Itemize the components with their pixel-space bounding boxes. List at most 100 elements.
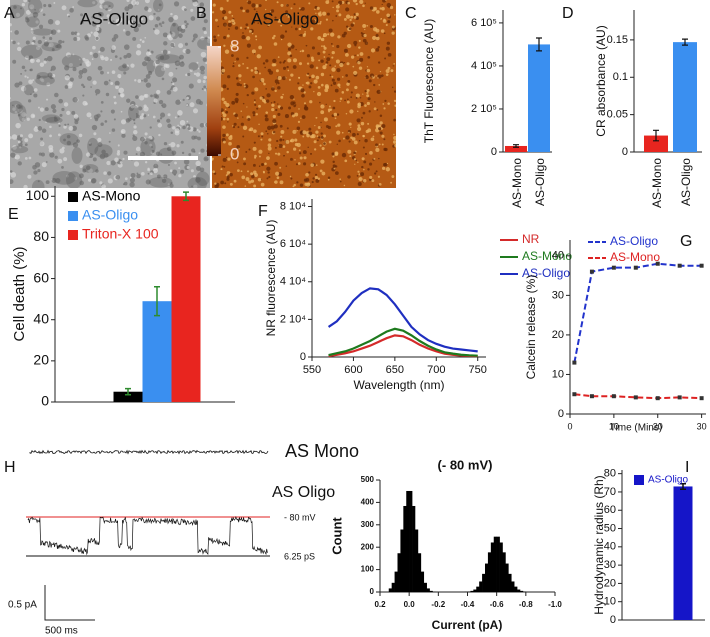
texture — [256, 10, 258, 13]
texture — [219, 7, 224, 11]
texture — [64, 65, 70, 71]
texture — [377, 77, 379, 79]
texture — [18, 108, 23, 114]
x-tick-label: 700 — [427, 364, 445, 376]
texture — [336, 113, 340, 116]
texture — [270, 102, 273, 104]
texture — [273, 42, 278, 46]
texture — [350, 55, 355, 59]
texture — [20, 86, 27, 92]
texture — [28, 0, 43, 15]
texture — [382, 166, 386, 171]
texture — [296, 130, 298, 132]
legend-label: AS-Mono — [522, 249, 572, 263]
texture — [266, 177, 269, 180]
texture — [20, 7, 22, 10]
texture — [369, 175, 373, 179]
texture — [31, 41, 35, 45]
texture — [68, 15, 70, 18]
texture — [69, 8, 74, 13]
texture — [151, 149, 155, 153]
texture — [213, 38, 217, 43]
texture — [333, 112, 338, 117]
texture — [292, 58, 298, 63]
texture — [383, 32, 386, 35]
texture — [251, 32, 254, 35]
texture — [14, 30, 19, 35]
texture — [325, 103, 327, 106]
texture — [386, 2, 391, 8]
texture — [277, 86, 281, 90]
texture — [306, 54, 311, 58]
texture — [315, 179, 320, 183]
texture — [28, 79, 33, 85]
texture — [233, 179, 237, 183]
texture — [139, 115, 144, 120]
texture — [41, 128, 47, 133]
texture — [91, 178, 97, 184]
histogram-bar — [508, 573, 512, 592]
y-tick-label: 60 — [33, 269, 49, 285]
texture — [259, 155, 261, 158]
texture — [261, 163, 264, 166]
texture — [86, 112, 92, 118]
texture — [350, 96, 353, 99]
texture — [66, 110, 71, 115]
texture — [382, 103, 385, 105]
texture — [280, 3, 284, 7]
point — [611, 265, 616, 270]
texture — [275, 69, 279, 73]
texture — [349, 155, 352, 158]
texture — [246, 106, 248, 108]
texture — [133, 26, 139, 33]
texture — [369, 73, 374, 78]
texture — [49, 4, 52, 8]
texture — [161, 21, 165, 24]
texture — [385, 69, 390, 74]
panel-label: B — [196, 5, 207, 22]
texture — [231, 100, 236, 105]
texture — [336, 77, 341, 81]
texture — [26, 16, 40, 28]
texture — [57, 133, 61, 137]
texture — [373, 157, 376, 160]
texture — [153, 0, 164, 13]
texture — [222, 84, 227, 89]
texture — [110, 21, 113, 25]
x-axis-label: Time (Mins) — [610, 423, 662, 434]
texture — [294, 142, 299, 147]
texture — [100, 122, 104, 126]
x-tick-label: 550 — [303, 364, 321, 376]
texture — [116, 152, 121, 156]
texture — [344, 99, 346, 102]
texture — [196, 61, 199, 64]
texture — [10, 172, 17, 178]
texture — [247, 26, 250, 29]
texture — [173, 1, 180, 7]
texture — [137, 79, 142, 83]
y-tick-label: 300 — [361, 520, 375, 529]
texture — [59, 113, 63, 117]
texture — [32, 114, 35, 117]
histogram-bar — [487, 552, 492, 592]
texture — [195, 98, 202, 105]
texture — [82, 57, 86, 61]
texture — [225, 110, 229, 114]
colorbar-label: 8 — [230, 36, 239, 55]
texture — [107, 171, 112, 176]
texture — [394, 14, 396, 16]
texture — [323, 67, 325, 69]
texture — [237, 126, 240, 129]
texture — [168, 143, 171, 146]
texture — [271, 63, 275, 67]
texture — [151, 146, 153, 148]
texture — [239, 6, 244, 10]
texture — [242, 125, 248, 131]
texture — [362, 111, 366, 115]
texture — [261, 135, 264, 138]
texture — [302, 130, 307, 135]
texture — [387, 20, 391, 24]
texture — [279, 61, 282, 64]
texture — [392, 140, 396, 144]
y-tick-label: 10 — [552, 368, 564, 380]
